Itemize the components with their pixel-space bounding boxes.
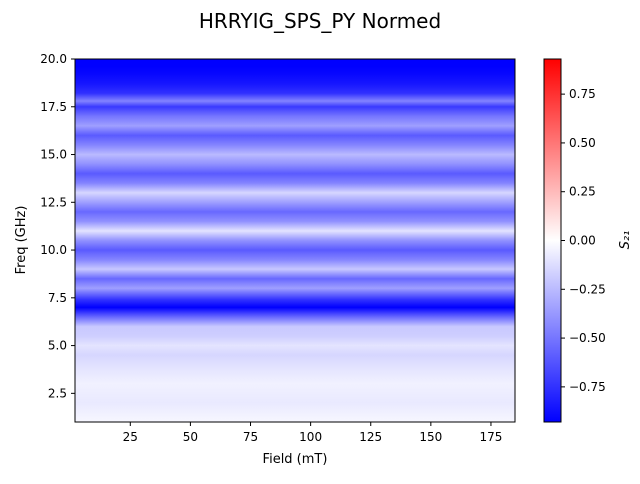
colorbar-ticks: 0.75 0.50 0.25 0.00 −0.25 −0.50 −0.75 (561, 87, 606, 394)
y-tick-label: 20.0 (40, 52, 67, 66)
y-tick-label: 5.0 (48, 339, 67, 353)
y-tick-label: 15.0 (40, 148, 67, 162)
y-tick-label: 12.5 (40, 195, 67, 209)
colorbar (544, 59, 561, 422)
y-axis-ticks: 2.5 5.0 7.5 10.0 12.5 15.0 17.5 20.0 (40, 52, 75, 400)
x-tick-label: 25 (123, 430, 138, 444)
x-axis-label: Field (mT) (263, 452, 328, 467)
y-tick-label: 10.0 (40, 243, 67, 257)
y-tick-label: 17.5 (40, 100, 67, 114)
y-axis-label: Freq (GHz) (14, 206, 29, 275)
colorbar-tick-label: −0.25 (569, 282, 606, 296)
colorbar-tick-label: −0.50 (569, 331, 606, 345)
heatmap-area (75, 59, 515, 422)
colorbar-tick-label: 0.00 (569, 234, 596, 248)
colorbar-tick-label: 0.25 (569, 185, 596, 199)
colorbar-tick-label: −0.75 (569, 380, 606, 394)
y-tick-label: 2.5 (48, 386, 67, 400)
x-tick-label: 175 (480, 430, 503, 444)
colorbar-tick-label: 0.75 (569, 87, 596, 101)
x-axis-ticks: 25 50 75 100 125 150 175 (123, 422, 503, 444)
x-tick-label: 150 (419, 430, 442, 444)
y-tick-label: 7.5 (48, 291, 67, 305)
colorbar-label: S₂₁ (618, 231, 633, 250)
colorbar-tick-label: 0.50 (569, 136, 596, 150)
x-tick-label: 100 (299, 430, 322, 444)
x-tick-label: 125 (359, 430, 382, 444)
x-tick-label: 50 (183, 430, 198, 444)
chart-title: HRRYIG_SPS_PY Normed (199, 9, 441, 33)
plot-frame (74, 58, 516, 423)
x-tick-label: 75 (243, 430, 258, 444)
